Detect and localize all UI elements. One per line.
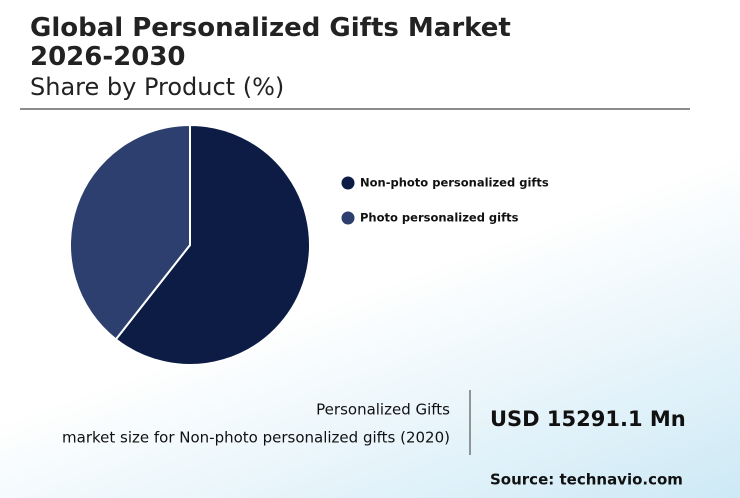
source: Source: technavio.com	[490, 471, 683, 489]
pie-slice	[114, 123, 311, 366]
legend-marker	[341, 211, 355, 225]
legend-label: Non-photo personalized gifts	[360, 176, 549, 190]
chart-subtitle: Share by Product (%)	[30, 73, 285, 101]
highlight-label: Personalized Gifts	[316, 401, 450, 419]
chart-title: Global Personalized Gifts Market 2026-20…	[30, 13, 511, 72]
legend-marker	[341, 176, 355, 190]
pie-slice	[69, 123, 191, 341]
highlight-value: USD 15291.1 Mn	[490, 407, 686, 431]
highlight-label: market size for Non-photo personalized g…	[62, 429, 450, 447]
legend-label: Photo personalized gifts	[360, 211, 519, 225]
